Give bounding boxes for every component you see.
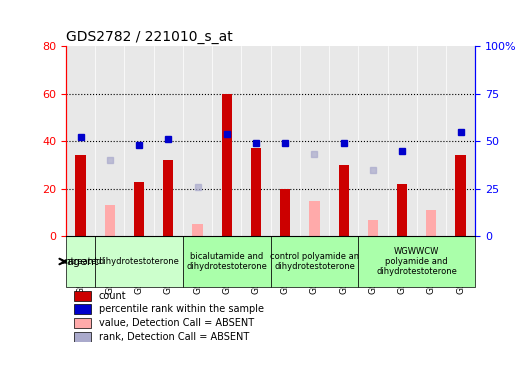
Bar <box>251 148 261 236</box>
Text: untreated: untreated <box>60 257 101 266</box>
FancyBboxPatch shape <box>183 236 270 287</box>
Bar <box>368 220 378 236</box>
Text: dihydrotestoterone: dihydrotestoterone <box>99 257 180 266</box>
Bar <box>456 156 466 236</box>
Text: control polyamide an
dihydrotestoterone: control polyamide an dihydrotestoterone <box>270 252 359 271</box>
Text: value, Detection Call = ABSENT: value, Detection Call = ABSENT <box>99 318 254 328</box>
FancyBboxPatch shape <box>270 236 359 287</box>
FancyBboxPatch shape <box>359 236 475 287</box>
Text: bicalutamide and
dihydrotestoterone: bicalutamide and dihydrotestoterone <box>186 252 267 271</box>
Text: agent: agent <box>67 257 99 266</box>
Bar <box>134 182 144 236</box>
Bar <box>74 291 91 301</box>
Bar <box>74 305 91 314</box>
Bar <box>74 332 91 342</box>
Bar <box>192 224 203 236</box>
Bar <box>426 210 437 236</box>
Bar <box>105 205 115 236</box>
Bar <box>163 160 173 236</box>
Text: WGWWCW
polyamide and
dihydrotestoterone: WGWWCW polyamide and dihydrotestoterone <box>376 247 457 276</box>
FancyBboxPatch shape <box>95 236 183 287</box>
Text: GDS2782 / 221010_s_at: GDS2782 / 221010_s_at <box>66 30 233 44</box>
Text: percentile rank within the sample: percentile rank within the sample <box>99 305 264 314</box>
Bar <box>397 184 407 236</box>
Text: count: count <box>99 291 126 301</box>
Text: rank, Detection Call = ABSENT: rank, Detection Call = ABSENT <box>99 332 249 342</box>
FancyBboxPatch shape <box>66 236 95 287</box>
Bar <box>338 165 349 236</box>
Bar <box>222 94 232 236</box>
Bar <box>76 156 86 236</box>
Bar <box>309 200 319 236</box>
Bar <box>280 189 290 236</box>
Bar <box>74 318 91 328</box>
